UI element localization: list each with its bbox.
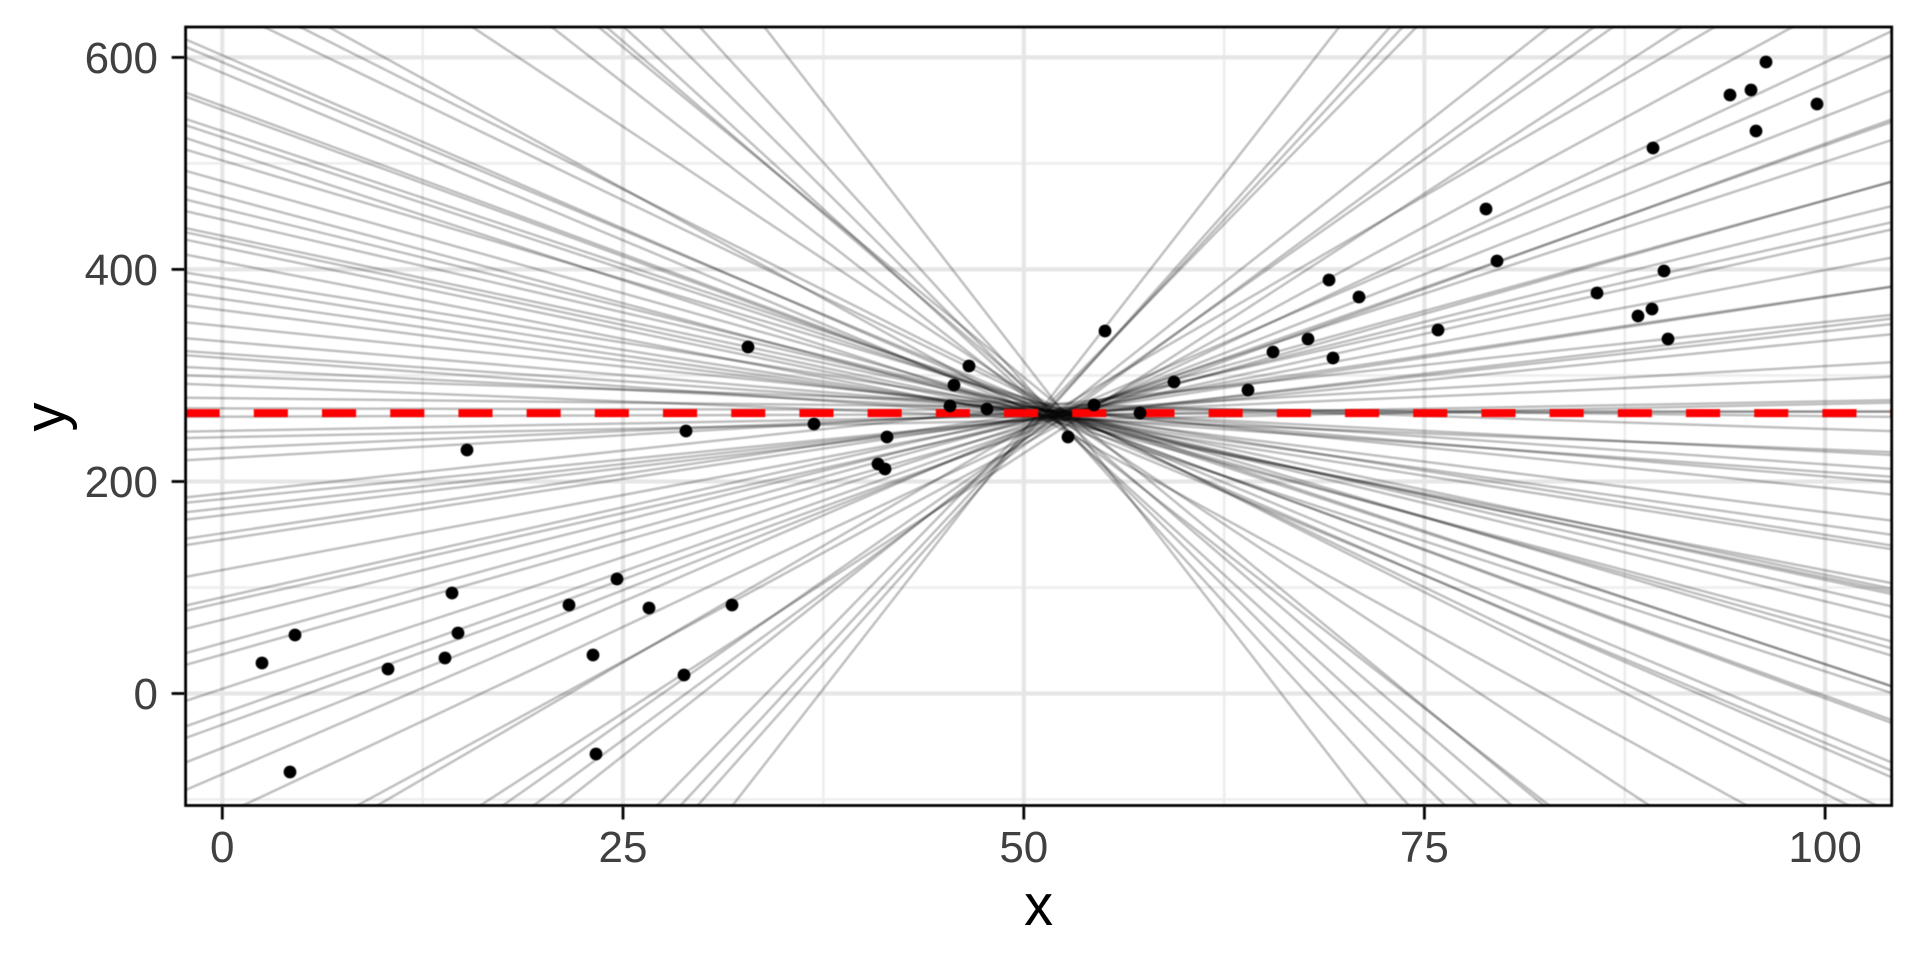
svg-text:75: 75 [1400,823,1449,872]
svg-text:200: 200 [85,458,158,507]
svg-text:25: 25 [599,823,648,872]
svg-text:400: 400 [85,246,158,295]
svg-text:y: y [13,403,78,432]
svg-text:0: 0 [210,823,234,872]
svg-text:x: x [1024,873,1053,938]
svg-text:100: 100 [1788,823,1861,872]
svg-text:50: 50 [999,823,1048,872]
svg-text:600: 600 [85,34,158,83]
svg-text:0: 0 [134,670,158,719]
